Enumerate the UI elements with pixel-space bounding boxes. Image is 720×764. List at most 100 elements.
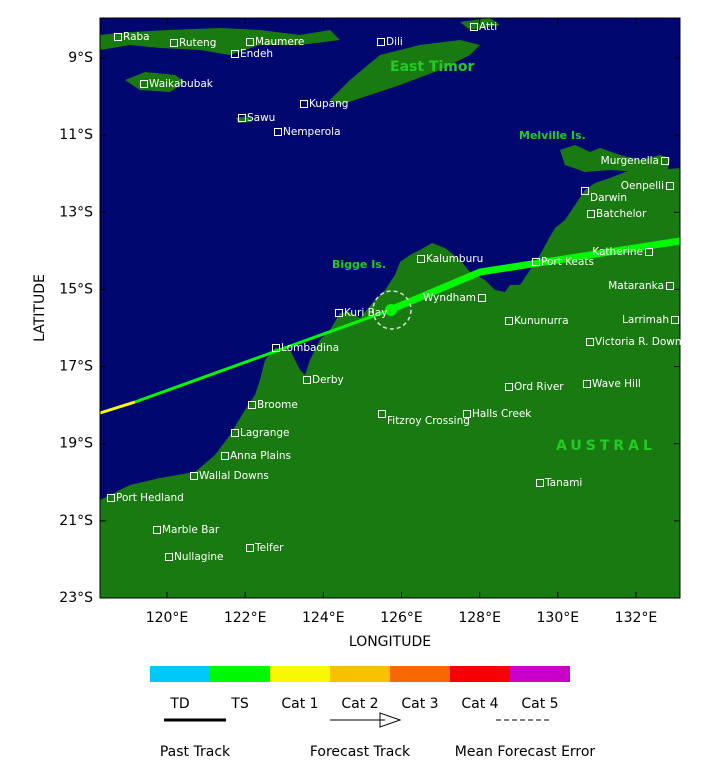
place-marker [463,410,471,418]
place-label: Kununurra [514,315,569,327]
place-marker [532,258,540,266]
place-label: Ord River [514,381,564,393]
place-marker [581,187,589,195]
place-label: Anna Plains [230,450,291,462]
category-swatch [450,666,510,682]
place-marker [586,338,594,346]
forecast-track [388,237,681,314]
place-label: Endeh [240,48,273,60]
x-tick-label: 126°E [380,610,423,626]
place-marker [231,429,239,437]
place-label: Sawu [247,112,275,124]
place-label: Dili [386,36,403,48]
place-marker [114,33,122,41]
place-label: Wave Hill [592,378,641,390]
y-tick-label: 17°S [59,359,93,375]
storm-position [385,304,397,316]
place-label: Larrimah [622,314,669,326]
place-marker [272,344,280,352]
category-label: TS [230,696,249,712]
category-label: TD [169,696,189,712]
region-label: AUSTRAL [556,438,656,454]
track-legend-label: Forecast Track [310,744,411,760]
place-marker [378,410,386,418]
place-marker [671,316,679,324]
place-label: Derby [312,374,344,386]
category-swatch [210,666,270,682]
place-marker [536,479,544,487]
region-label: East Timor [390,59,474,75]
place-marker [190,472,198,480]
x-tick-label: 132°E [615,610,658,626]
region-label: Melville Is. [519,129,586,142]
legend: TD TS Cat 1 Cat 2 Cat 3 Cat 4 Cat 5 Past Track F… [150,666,595,760]
place-label: Wallal Downs [199,470,269,482]
place-marker [505,383,513,391]
place-marker [505,317,513,325]
place-marker [583,380,591,388]
place-marker [645,248,653,256]
place-label: Fitzroy Crossing [387,415,470,427]
place-marker [165,553,173,561]
place-marker [417,255,425,263]
place-label: Kuri Bay [344,307,387,319]
place-label: Broome [257,399,298,411]
x-tick-label: 124°E [302,610,345,626]
place-label: Waikabubak [149,78,214,90]
place-label: Port Keats [541,256,594,268]
category-swatch [390,666,450,682]
category-label: Cat 1 [281,696,318,712]
place-label: Nullagine [174,551,223,563]
place-label: Tanami [544,477,582,489]
past-track [134,308,391,404]
place-label: Wyndham [423,292,476,304]
place-label: Lombadina [281,342,339,354]
place-label: Victoria R. Downs [595,336,687,348]
category-label: Cat 3 [401,696,438,712]
place-marker [221,452,229,460]
place-marker [140,80,148,88]
x-tick-label: 128°E [458,610,501,626]
place-marker [335,309,343,317]
place-label: Ruteng [179,37,216,49]
x-tick-label: 120°E [146,610,189,626]
place-label: Atti [479,21,497,33]
place-marker [666,282,674,290]
place-label: Murgenella [601,155,659,167]
y-tick-label: 19°S [59,436,93,452]
x-tick-label: 122°E [224,610,267,626]
place-marker [246,38,254,46]
region-labels: East Timor Melville Is. Bigge Is. AUSTRAL [332,59,656,454]
forecast-arrow [379,712,402,728]
y-tick-label: 9°S [68,50,93,66]
y-tick-label: 21°S [59,513,93,529]
place-marker [661,157,669,165]
track-td [99,400,136,415]
place-label: Kupang [309,98,348,110]
place-label: Halls Creek [472,408,532,420]
place-marker [377,38,385,46]
place-marker [300,100,308,108]
y-tick-label: 23°S [59,590,93,606]
place-label: Maumere [255,36,304,48]
y-tick-label: 11°S [59,127,93,143]
place-marker [274,128,282,136]
place-marker [666,182,674,190]
place-label: Marble Bar [162,524,220,536]
category-swatch [150,666,210,682]
forecast-error-circle [372,290,412,330]
place-label: Darwin [590,192,627,204]
y-tick-label: 15°S [59,281,93,297]
place-marker [478,294,486,302]
place-marker [170,39,178,47]
category-label: Cat 2 [341,696,378,712]
place-marker [303,376,311,384]
place-marker [107,494,115,502]
x-axis-label: LONGITUDE [349,634,431,650]
place-label: Port Hedland [116,492,184,504]
place-marker [231,50,239,58]
land [100,18,680,598]
